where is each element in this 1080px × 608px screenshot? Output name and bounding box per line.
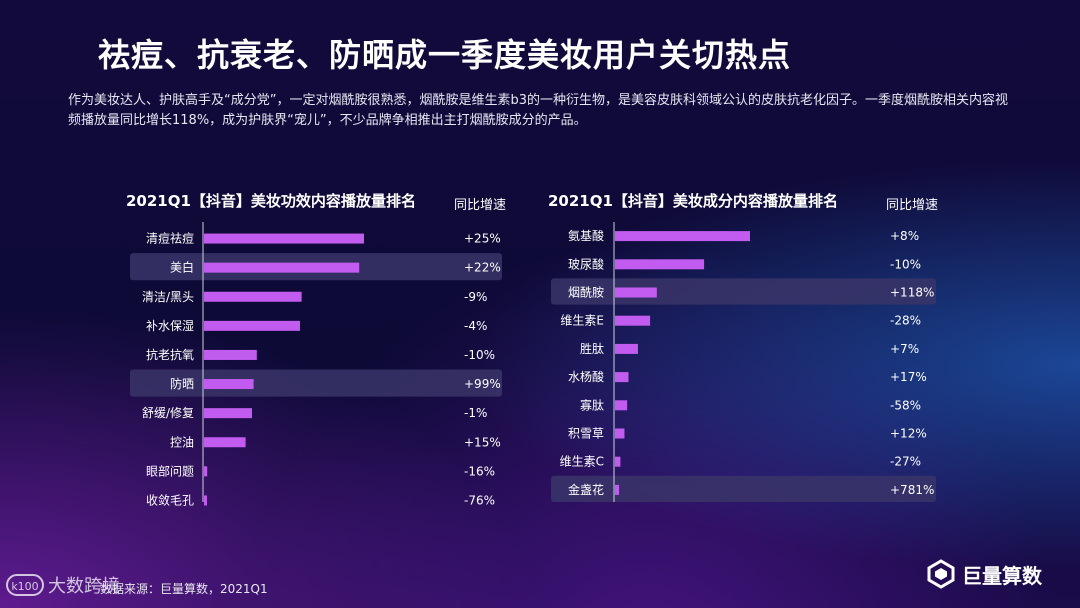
growth-label: -10% (890, 257, 921, 271)
bar (615, 372, 629, 383)
growth-label: +25% (464, 232, 501, 246)
data-source: 数据来源：巨量算数，2021Q1 (100, 582, 268, 596)
bar (615, 484, 620, 495)
highlight-band (551, 475, 936, 502)
category-label: 烟酰胺 (568, 286, 604, 300)
page-description: 作为美妆达人、护肤高手及“成分党”，一定对烟酰胺很熟悉，烟酰胺是维生素b3的一种… (68, 93, 1008, 128)
highlight-band (130, 369, 502, 397)
bar (615, 456, 621, 467)
growth-label: -58% (890, 398, 921, 412)
bar (615, 231, 750, 242)
growth-label: +22% (464, 261, 501, 275)
growth-label: -16% (464, 464, 495, 478)
bar (615, 287, 657, 298)
category-label: 清痘祛痘 (146, 231, 194, 246)
bar (204, 349, 257, 360)
bar (615, 343, 638, 354)
category-label: 胜肽 (580, 341, 604, 356)
category-label: 美白 (170, 260, 194, 275)
category-label: 控油 (170, 435, 194, 449)
growth-label: -10% (464, 348, 495, 362)
chart-title-ingredient: 2021Q1【抖音】美妆成分内容播放量排名 (548, 192, 838, 210)
watermark-text: 大数跨境 (48, 576, 120, 597)
growth-label: +8% (890, 229, 919, 243)
category-label: 舒缓/修复 (142, 405, 194, 420)
category-label: 补水保湿 (146, 318, 194, 333)
growth-header-efficacy: 同比增速 (454, 198, 507, 213)
growth-label: +99% (464, 377, 501, 391)
growth-header-ingredient: 同比增速 (886, 198, 939, 213)
growth-label: +118% (890, 286, 934, 300)
bar (204, 233, 364, 244)
brand-name: 巨量算数 (962, 563, 1042, 588)
bar (615, 428, 625, 439)
growth-label: +17% (890, 370, 927, 384)
bar (615, 259, 705, 270)
category-label: 水杨酸 (568, 369, 604, 384)
growth-label: +15% (464, 435, 501, 449)
category-label: 抗老抗氧 (146, 347, 194, 362)
growth-label: -27% (890, 455, 921, 469)
category-label: 维生素C (560, 455, 604, 469)
page-title: 祛痘、抗衰老、防晒成一季度美妆用户关切热点 (98, 36, 792, 74)
bar (204, 408, 252, 419)
growth-label: -76% (464, 493, 495, 507)
bar (204, 320, 300, 331)
category-label: 防晒 (170, 376, 194, 391)
bar (615, 315, 651, 326)
category-label: 维生素E (560, 314, 604, 328)
bar (204, 437, 246, 448)
bar (204, 291, 302, 302)
category-label: 积雪草 (568, 427, 604, 441)
bar (204, 495, 207, 506)
highlight-band (551, 278, 936, 305)
watermark: k100 大数跨境 (6, 572, 120, 598)
bar (204, 262, 360, 273)
brand-hexagon-icon (927, 559, 955, 589)
growth-label: +7% (890, 342, 919, 356)
growth-label: -9% (464, 290, 487, 304)
category-label: 玻尿酸 (568, 256, 604, 271)
category-label: 清洁/黑头 (142, 290, 194, 304)
growth-label: +781% (890, 483, 934, 497)
bar (204, 379, 254, 390)
brand-logo: 巨量算数 (926, 559, 1042, 589)
chart-title-efficacy: 2021Q1【抖音】美妆功效内容播放量排名 (126, 192, 416, 210)
growth-label: +12% (890, 427, 927, 441)
bar (204, 466, 208, 477)
growth-label: -1% (464, 406, 487, 420)
category-label: 寡肽 (580, 397, 604, 412)
bar (615, 400, 628, 411)
category-label: 氨基酸 (568, 228, 604, 243)
watermark-logo-icon: k100 (6, 574, 44, 596)
category-label: 眼部问题 (146, 463, 194, 478)
growth-label: -4% (464, 319, 487, 333)
category-label: 收敛毛孔 (146, 492, 194, 507)
growth-label: -28% (890, 314, 921, 328)
category-label: 金盏花 (568, 482, 604, 497)
